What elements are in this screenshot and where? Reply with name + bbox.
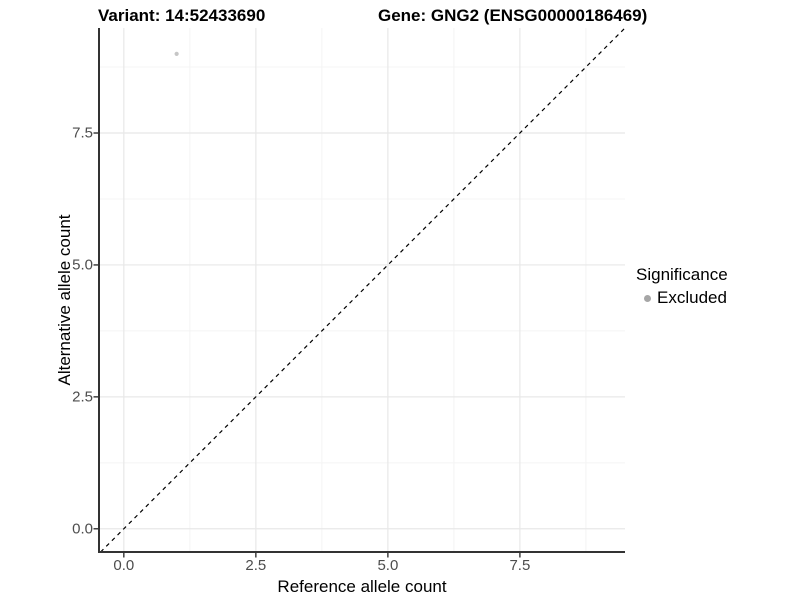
y-axis-title: Alternative allele count [55, 214, 74, 386]
legend-entry: Excluded [636, 288, 728, 308]
y-tick-label: 2.5 [72, 388, 93, 406]
data-point [174, 51, 179, 56]
y-tick-label: 0.0 [72, 520, 93, 538]
legend: Significance Excluded [636, 265, 728, 308]
y-tick-label: 5.0 [72, 256, 93, 274]
legend-title: Significance [636, 265, 728, 284]
x-tick-label: 5.0 [377, 557, 399, 574]
legend-entries: Excluded [636, 288, 728, 308]
x-tick-label: 0.0 [113, 557, 135, 574]
legend-entry-label: Excluded [657, 288, 727, 307]
x-axis-title: Reference allele count [277, 577, 447, 596]
x-tick-label: 2.5 [245, 557, 267, 574]
plot-title-variant: Variant: 14:52433690 [98, 6, 266, 25]
x-tick-label: 7.5 [509, 557, 531, 574]
y-tick-label: 7.5 [72, 124, 93, 142]
legend-key-dot-icon [644, 294, 651, 302]
plot-title-gene: Gene: GNG2 (ENSG00000186469) [378, 6, 648, 25]
identity-line [100, 27, 626, 553]
